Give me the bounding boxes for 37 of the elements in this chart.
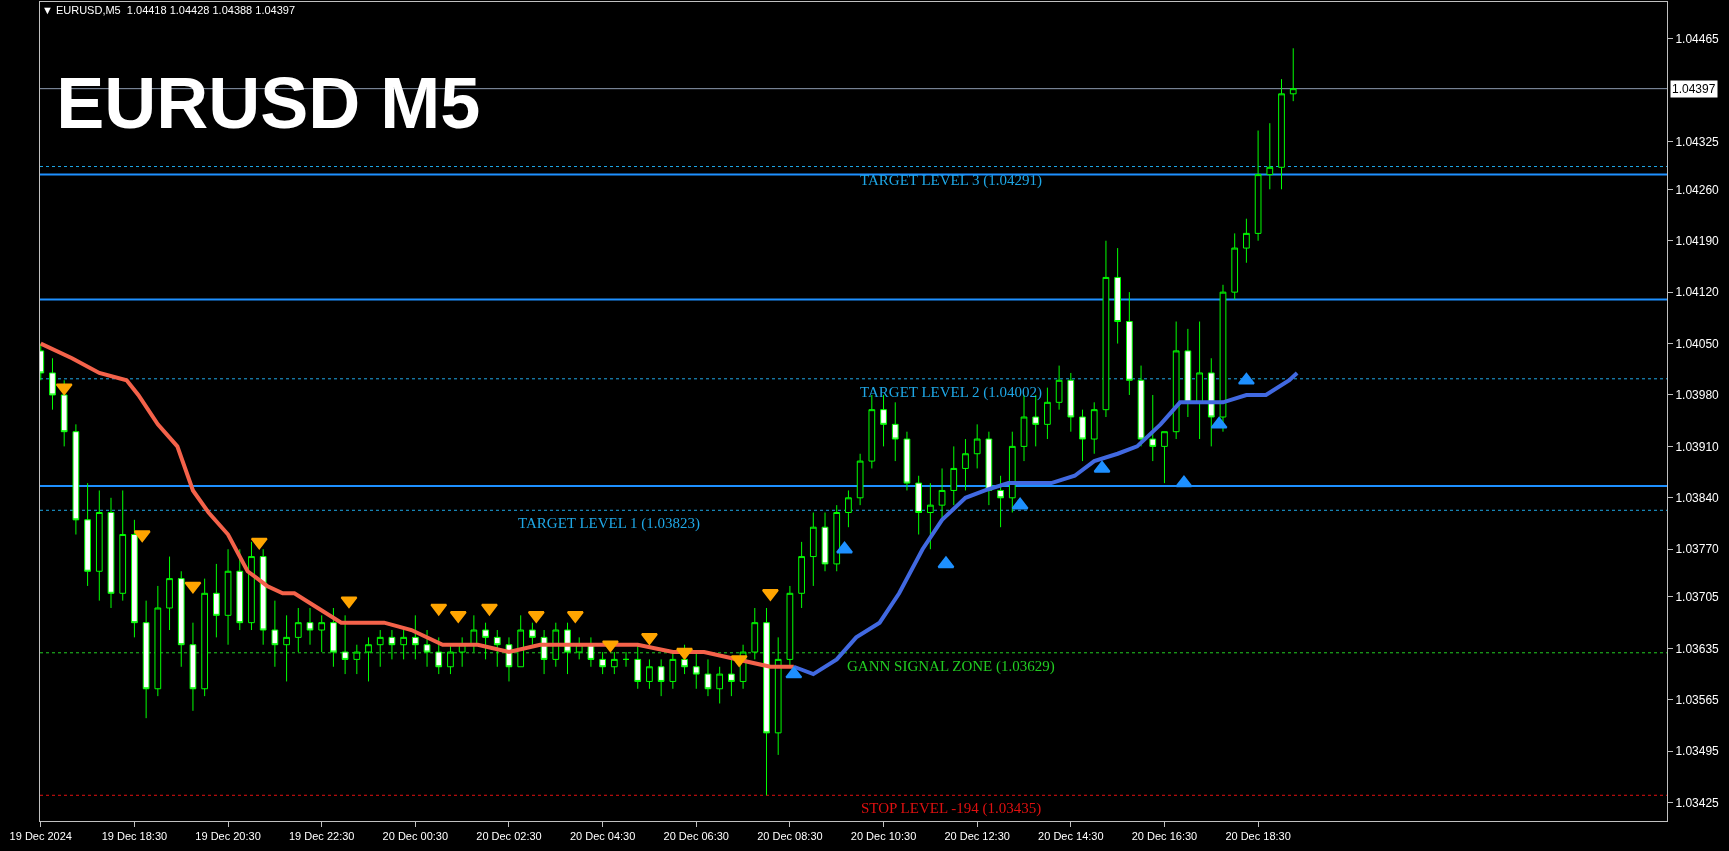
x-tick-label: 20 Dec 18:30 bbox=[1225, 830, 1291, 843]
y-tick-label: 1.03565 bbox=[1675, 693, 1720, 707]
ref-line-label: TARGET LEVEL 2 (1.04002) bbox=[860, 384, 1043, 401]
y-tick-label: 1.03635 bbox=[1675, 641, 1720, 656]
y-tick-label: 1.04325 bbox=[1675, 134, 1720, 149]
y-tick-label: 1.04120 bbox=[1675, 285, 1720, 300]
ref-line-label: GANN SIGNAL ZONE (1.03629) bbox=[847, 658, 1055, 675]
x-tick-label: 20 Dec 06:30 bbox=[663, 830, 729, 843]
y-tick-label: 1.03770 bbox=[1675, 542, 1720, 557]
y-tick-label: 1.03425 bbox=[1675, 795, 1720, 810]
x-tick-label: 19 Dec 2024 bbox=[9, 830, 72, 843]
x-tick-label: 20 Dec 10:30 bbox=[850, 830, 917, 843]
y-tick-label: 1.04260 bbox=[1675, 182, 1720, 197]
y-tick-label: 1.04190 bbox=[1675, 233, 1720, 248]
y-tick-label: 1.03910 bbox=[1675, 439, 1720, 454]
text: EURUSD M5 bbox=[56, 63, 481, 144]
y-tick-label: 1.03705 bbox=[1675, 590, 1720, 605]
y-tick-label: 1.04050 bbox=[1675, 336, 1720, 351]
x-tick-label: 19 Dec 18:30 bbox=[101, 830, 168, 843]
x-tick-label: 20 Dec 00:30 bbox=[382, 830, 449, 843]
x-tick-label: 20 Dec 08:30 bbox=[757, 830, 823, 843]
x-tick-label: 19 Dec 22:30 bbox=[288, 830, 355, 843]
ref-line-label: 1.04397 bbox=[1672, 82, 1716, 96]
y-tick-label: 1.03840 bbox=[1675, 491, 1720, 506]
y-tick-label: 1.03980 bbox=[1675, 388, 1720, 403]
x-tick-label: 20 Dec 12:30 bbox=[944, 830, 1010, 843]
annotation: ▼ EURUSD,M5 1.04418 1.04428 1.04388 1.04397 bbox=[42, 4, 296, 16]
x-tick-label: 20 Dec 02:30 bbox=[476, 830, 542, 843]
y-tick-label: 1.03495 bbox=[1675, 744, 1720, 759]
x-tick-label: 20 Dec 04:30 bbox=[569, 830, 636, 843]
x-tick-label: 20 Dec 16:30 bbox=[1131, 830, 1198, 843]
x-tick-label: 19 Dec 20:30 bbox=[195, 830, 261, 843]
ref-line-label: TARGET LEVEL 1 (1.03823) bbox=[518, 515, 701, 532]
ref-line-label: TARGET LEVEL 3 (1.04291) bbox=[860, 172, 1043, 189]
y-tick-label: 1.04465 bbox=[1675, 31, 1720, 46]
x-tick-label: 20 Dec 14:30 bbox=[1038, 830, 1104, 843]
ref-line-label: STOP LEVEL -194 (1.03435) bbox=[861, 800, 1042, 817]
